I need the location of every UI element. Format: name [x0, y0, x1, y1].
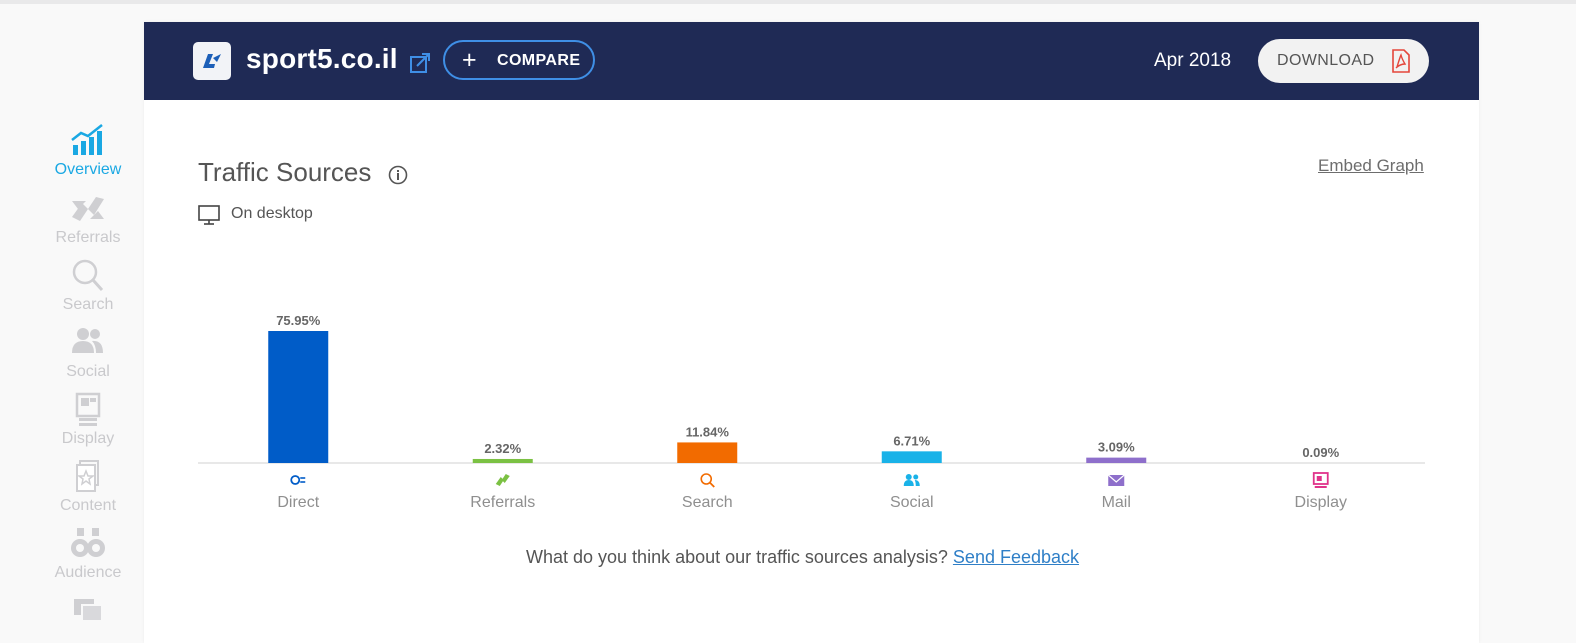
display-icon: [1312, 472, 1329, 488]
sidebar-item-social[interactable]: Social: [48, 325, 128, 381]
binoculars-icon: [71, 528, 105, 557]
desktop-icon: [198, 205, 220, 225]
bar-value-label: 2.32%: [484, 441, 521, 456]
embed-graph-link[interactable]: Embed Graph: [1318, 156, 1424, 175]
info-icon[interactable]: [388, 165, 408, 185]
display-icon: [75, 392, 101, 426]
download-label: DOWNLOAD: [1277, 52, 1375, 69]
sidebar-item-content[interactable]: Content: [48, 459, 128, 515]
bar-referrals[interactable]: [472, 458, 533, 463]
site-favicon: [193, 42, 231, 80]
section-title: Traffic Sources: [198, 157, 372, 187]
feedback-prompt: What do you think about our traffic sour…: [526, 547, 1079, 568]
sport5-logo-icon: [203, 54, 221, 68]
overview-icon: [71, 124, 103, 155]
date-selector[interactable]: Apr 2018: [1154, 50, 1232, 71]
bar-value-label: 11.84%: [686, 424, 730, 439]
sidebar-item-label: Referrals: [55, 229, 121, 246]
sidebar-item-label: Audience: [54, 564, 122, 581]
send-feedback-link[interactable]: Send Feedback: [952, 547, 1080, 567]
category-label: Direct: [277, 494, 319, 511]
pdf-icon: [1392, 49, 1410, 73]
category-label: Referrals: [470, 494, 535, 511]
device-label: On desktop: [231, 205, 313, 222]
competitors-icon: [74, 599, 103, 622]
sidebar-item-label: Social: [66, 363, 110, 380]
category-label: Social: [890, 494, 934, 511]
bar-value-label: 6.71%: [893, 433, 930, 448]
sidebar-item-label: Search: [62, 296, 114, 313]
compare-button[interactable]: + COMPARE: [443, 40, 595, 80]
content-card: [144, 22, 1479, 643]
site-header: sport5.co.il + COMPARE Apr 2018 DOWNLOAD: [144, 22, 1479, 100]
referrals-icon: [72, 197, 104, 221]
download-button[interactable]: DOWNLOAD: [1258, 39, 1429, 83]
content-icon: [76, 460, 99, 492]
bar-value-label: 75.95%: [276, 313, 321, 328]
bar-value-label: 3.09%: [1098, 440, 1135, 455]
social-icon: [72, 328, 103, 353]
bar-search[interactable]: [677, 442, 738, 463]
site-domain[interactable]: sport5.co.il: [246, 43, 398, 74]
category-label: Mail: [1102, 494, 1131, 511]
sidebar-item-label: Overview: [54, 161, 122, 178]
sidebar-item-label: Display: [61, 430, 115, 447]
sidebar-item-more[interactable]: [48, 595, 128, 631]
plus-icon: +: [462, 46, 477, 74]
direct-icon: [290, 475, 306, 485]
bar-social[interactable]: [881, 451, 942, 463]
bar-direct[interactable]: [268, 331, 329, 463]
bar-value-label: 0.09%: [1302, 445, 1339, 460]
search-icon: [72, 259, 104, 292]
sidebar-item-audience[interactable]: Audience: [48, 526, 128, 582]
sidebar-item-label: Content: [59, 497, 117, 514]
referrals-icon: [495, 474, 510, 486]
sidebar-item-referrals[interactable]: Referrals: [48, 191, 128, 247]
feedback-question: What do you think about our traffic sour…: [526, 547, 948, 567]
category-label: Search: [682, 494, 733, 511]
mail-icon: [1107, 474, 1125, 486]
sidebar-item-search[interactable]: Search: [48, 258, 128, 314]
sidebar-item-display[interactable]: Display: [48, 392, 128, 448]
social-icon: [903, 474, 920, 486]
top-border: [0, 0, 1576, 4]
bar-mail[interactable]: [1086, 457, 1147, 463]
compare-label: COMPARE: [497, 52, 581, 69]
search-icon: [700, 473, 715, 488]
category-label: Display: [1295, 494, 1347, 511]
sidebar-item-overview[interactable]: Overview: [48, 123, 128, 179]
external-link-icon[interactable]: [409, 52, 431, 74]
